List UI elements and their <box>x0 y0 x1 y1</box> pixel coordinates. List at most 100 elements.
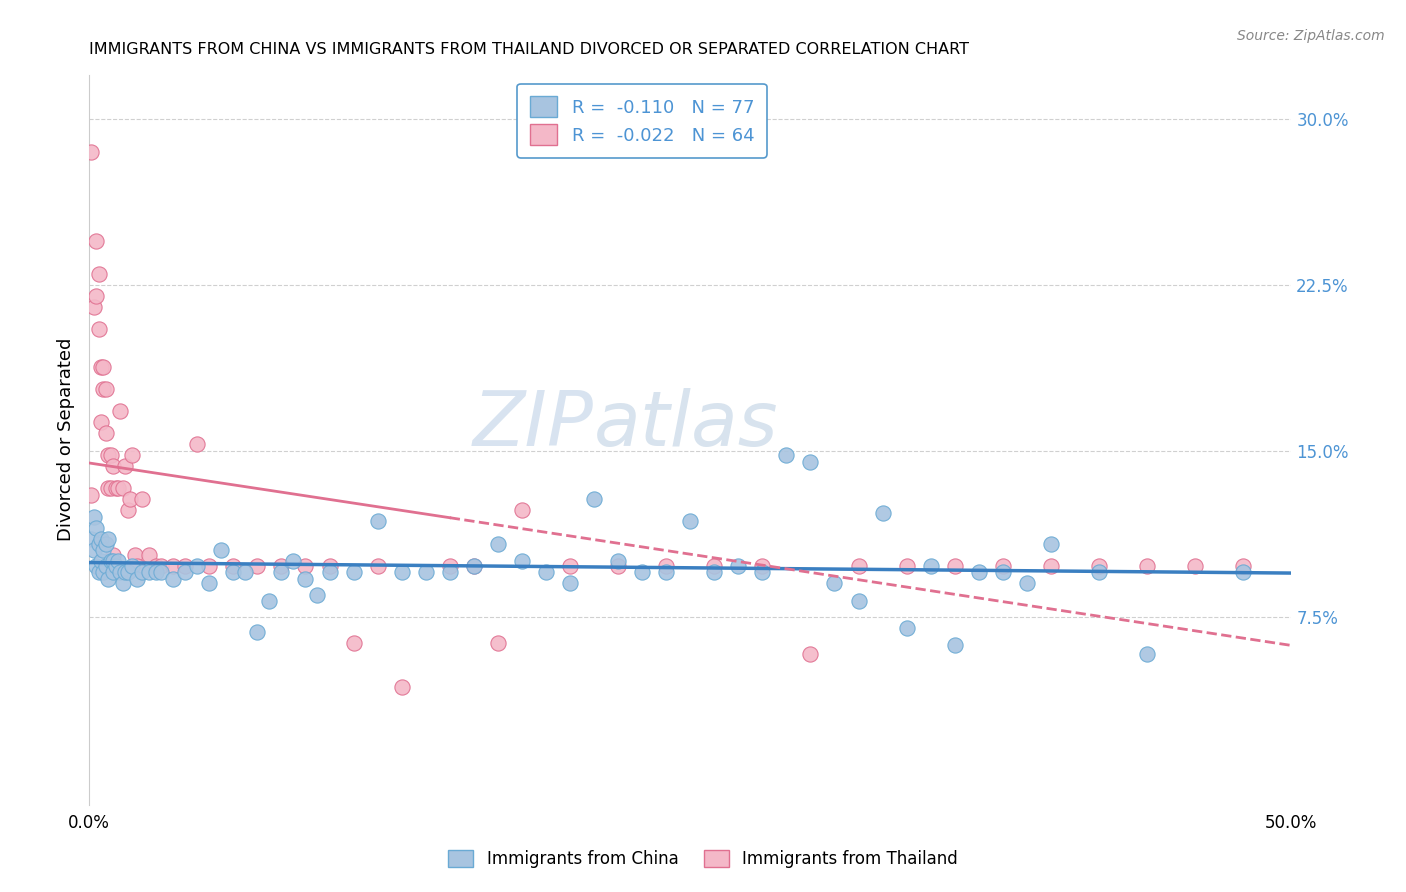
Point <box>90 415 112 429</box>
Point <box>117 503 139 517</box>
Point <box>100 481 122 495</box>
Point <box>198 576 221 591</box>
Point <box>222 558 245 573</box>
Point <box>83 543 105 558</box>
Point <box>607 554 630 568</box>
Point <box>307 587 329 601</box>
Point <box>655 558 678 573</box>
Point <box>463 558 485 573</box>
Point <box>131 492 153 507</box>
Point <box>991 558 1014 573</box>
Point <box>679 515 702 529</box>
Point <box>631 566 654 580</box>
Point <box>101 459 124 474</box>
Point <box>727 558 749 573</box>
Point <box>107 554 129 568</box>
Point <box>127 572 149 586</box>
Point <box>655 566 678 580</box>
Point <box>127 558 149 573</box>
Point <box>703 566 725 580</box>
Point <box>80 488 103 502</box>
Legend: R =  -0.110   N = 77, R =  -0.022   N = 64: R = -0.110 N = 77, R = -0.022 N = 64 <box>517 84 766 158</box>
Point <box>150 558 173 573</box>
Point <box>84 234 107 248</box>
Point <box>84 521 107 535</box>
Point <box>318 558 340 573</box>
Text: Source: ZipAtlas.com: Source: ZipAtlas.com <box>1237 29 1385 43</box>
Point <box>150 566 173 580</box>
Point <box>246 558 269 573</box>
Point <box>162 572 184 586</box>
Text: ZIP: ZIP <box>474 388 593 462</box>
Point <box>84 289 107 303</box>
Point <box>94 425 117 440</box>
Point <box>896 621 918 635</box>
Point <box>259 594 281 608</box>
Point <box>1015 576 1038 591</box>
Point <box>1039 536 1062 550</box>
Point <box>486 536 509 550</box>
Point <box>87 322 110 336</box>
Point <box>87 267 110 281</box>
Point <box>93 543 115 558</box>
Point <box>367 515 389 529</box>
Point <box>83 300 105 314</box>
Point <box>824 576 846 591</box>
Point <box>534 566 557 580</box>
Point <box>270 566 292 580</box>
Point <box>991 566 1014 580</box>
Point <box>848 594 870 608</box>
Point <box>186 558 208 573</box>
Point <box>198 558 221 573</box>
Point <box>1184 558 1206 573</box>
Point <box>510 503 533 517</box>
Legend: Immigrants from China, Immigrants from Thailand: Immigrants from China, Immigrants from T… <box>441 843 965 875</box>
Point <box>463 558 485 573</box>
Point <box>121 558 143 573</box>
Point <box>101 566 124 580</box>
Point <box>145 566 167 580</box>
Point <box>138 548 160 562</box>
Point <box>1136 647 1159 661</box>
Point <box>87 536 110 550</box>
Point <box>342 566 364 580</box>
Point <box>270 558 292 573</box>
Point <box>97 448 120 462</box>
Point <box>114 459 136 474</box>
Point <box>872 506 894 520</box>
Point <box>367 558 389 573</box>
Point <box>1232 566 1254 580</box>
Point <box>111 576 134 591</box>
Point <box>94 558 117 573</box>
Point <box>124 548 146 562</box>
Point <box>439 558 461 573</box>
Point <box>896 558 918 573</box>
Point <box>415 566 437 580</box>
Text: atlas: atlas <box>593 388 779 462</box>
Point <box>799 455 821 469</box>
Point <box>121 448 143 462</box>
Point <box>607 558 630 573</box>
Point <box>114 566 136 580</box>
Point <box>100 448 122 462</box>
Point <box>1232 558 1254 573</box>
Point <box>174 558 197 573</box>
Point <box>104 558 127 573</box>
Point <box>84 558 107 573</box>
Point <box>1088 558 1111 573</box>
Point <box>439 566 461 580</box>
Point <box>90 554 112 568</box>
Point <box>775 448 797 462</box>
Point <box>80 145 103 159</box>
Point <box>186 437 208 451</box>
Point <box>318 566 340 580</box>
Point <box>93 566 115 580</box>
Y-axis label: Divorced or Separated: Divorced or Separated <box>58 338 75 541</box>
Point <box>162 558 184 573</box>
Point <box>751 566 773 580</box>
Point <box>751 558 773 573</box>
Point <box>101 548 124 562</box>
Point <box>943 639 966 653</box>
Point <box>510 554 533 568</box>
Point <box>1039 558 1062 573</box>
